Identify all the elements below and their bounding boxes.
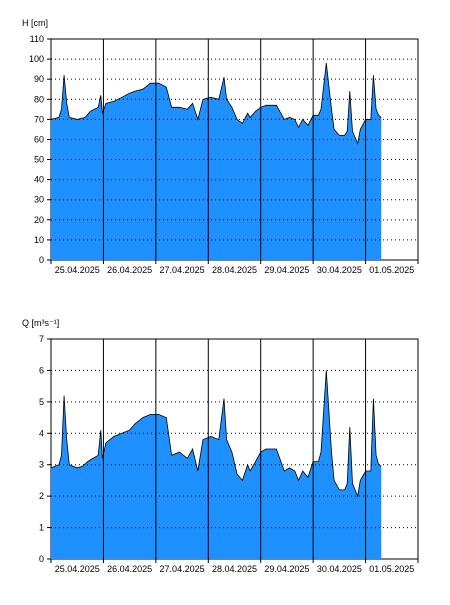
h-chart-series-line: [50, 63, 382, 145]
q-chart-ytick-label: 5: [39, 397, 44, 407]
q-chart-ytick-label: 4: [39, 428, 44, 438]
h-chart-ylabel: H [cm]: [22, 18, 48, 28]
q-chart-series-line: [50, 370, 382, 498]
h-chart-xtick-label: 01.05.2025: [369, 265, 414, 275]
q-chart-ytick-label: 7: [39, 334, 44, 344]
q-chart-xtick-label: 28.04.2025: [212, 564, 257, 574]
q-chart-ytick-label: 3: [39, 460, 44, 470]
h-chart-ytick-label: 70: [34, 114, 44, 124]
q-chart-xtick-label: 26.04.2025: [107, 564, 152, 574]
h-chart-ytick-label: 60: [34, 134, 44, 144]
q-chart-xtick-label: 29.04.2025: [264, 564, 309, 574]
h-chart-xtick-label: 27.04.2025: [160, 265, 205, 275]
h-chart-ytick-label: 20: [34, 215, 44, 225]
h-chart-ytick-label: 110: [30, 34, 44, 44]
h-chart-xtick-label: 25.04.2025: [55, 265, 100, 275]
h-chart-xtick-label: 30.04.2025: [317, 265, 362, 275]
h-chart-ytick-label: 40: [34, 175, 44, 185]
q-chart-xtick-label: 30.04.2025: [317, 564, 362, 574]
q-chart-ytick-label: 1: [39, 523, 44, 533]
h-chart-ytick-label: 30: [34, 195, 44, 205]
h-chart-xtick-label: 26.04.2025: [107, 265, 152, 275]
q-chart-xtick-label: 01.05.2025: [369, 564, 414, 574]
h-chart-ytick-label: 50: [34, 155, 44, 165]
q-chart-area: [51, 370, 382, 559]
q-chart-ytick-label: 0: [39, 554, 44, 564]
q-chart-ytick-label: 2: [39, 491, 44, 501]
h-chart-ytick-label: 100: [29, 54, 44, 64]
h-chart-xtick-label: 28.04.2025: [212, 265, 257, 275]
h-chart-ytick-label: 90: [34, 74, 44, 84]
h-chart-ytick-label: 0: [39, 255, 44, 265]
h-chart-area: [51, 63, 382, 260]
q-chart-ylabel: Q [m³s⁻¹]: [22, 318, 59, 328]
q-chart-xtick-label: 27.04.2025: [160, 564, 205, 574]
q-chart-xtick-label: 25.04.2025: [55, 564, 100, 574]
h-chart-ytick-label: 80: [34, 94, 44, 104]
q-chart-ytick-label: 6: [39, 365, 44, 375]
h-chart-ytick-label: 10: [34, 235, 44, 245]
h-chart-xtick-label: 29.04.2025: [264, 265, 309, 275]
